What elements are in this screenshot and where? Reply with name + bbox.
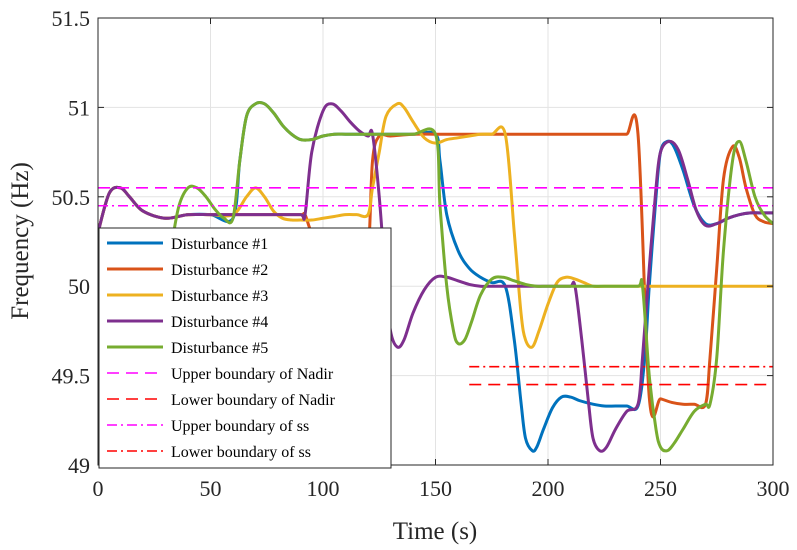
legend-label: Lower boundary of ss: [171, 444, 311, 461]
legend-label: Upper boundary of Nadir: [171, 366, 334, 383]
legend-entry: Disturbance #3: [107, 288, 268, 305]
x-tick-label: 200: [532, 476, 565, 501]
x-tick-label: 100: [307, 476, 340, 501]
legend-label: Disturbance #4: [171, 314, 268, 331]
legend-label: Disturbance #3: [171, 288, 268, 305]
legend-label: Lower boundary of Nadir: [171, 392, 336, 409]
legend-label: Upper boundary of ss: [171, 418, 309, 435]
legend-label: Disturbance #2: [171, 262, 268, 279]
x-tick-label: 50: [200, 476, 222, 501]
y-tick-label: 50: [68, 274, 90, 299]
x-tick-label: 300: [757, 476, 790, 501]
legend-label: Disturbance #5: [171, 340, 268, 357]
y-tick-label: 51.5: [52, 6, 91, 31]
legend-entry: Disturbance #4: [107, 314, 268, 331]
legend-entry: Disturbance #5: [107, 340, 268, 357]
y-tick-label: 51: [68, 95, 90, 120]
y-tick-label: 50.5: [52, 185, 91, 210]
series-layer: [98, 100, 773, 453]
y-tick-label: 49: [68, 453, 90, 478]
x-tick-label: 250: [644, 476, 677, 501]
legend-entry: Upper boundary of ss: [107, 418, 309, 435]
axis-ticks: 0 50 100 150 200 250 300 49 49.5 50 50.5 51 51.5: [52, 6, 790, 501]
legend-entry: Disturbance #2: [107, 262, 268, 279]
legend: Disturbance #1 Disturbance #2 Disturbance …: [98, 227, 392, 469]
series-line-disturbance-4: [98, 102, 773, 453]
y-axis-label: Frequency (Hz): [7, 162, 34, 320]
x-axis-label: Time (s): [393, 518, 478, 545]
legend-entry: Upper boundary of Nadir: [107, 366, 334, 383]
x-tick-label: 150: [419, 476, 452, 501]
legend-entry: Lower boundary of Nadir: [107, 392, 336, 409]
legend-entry: Lower boundary of ss: [107, 444, 311, 461]
series-line-disturbance-5: [98, 100, 773, 453]
y-tick-label: 49.5: [52, 364, 91, 389]
legend-entry: Disturbance #1: [107, 236, 268, 253]
legend-label: Disturbance #1: [171, 236, 268, 253]
x-tick-label: 0: [93, 476, 104, 501]
